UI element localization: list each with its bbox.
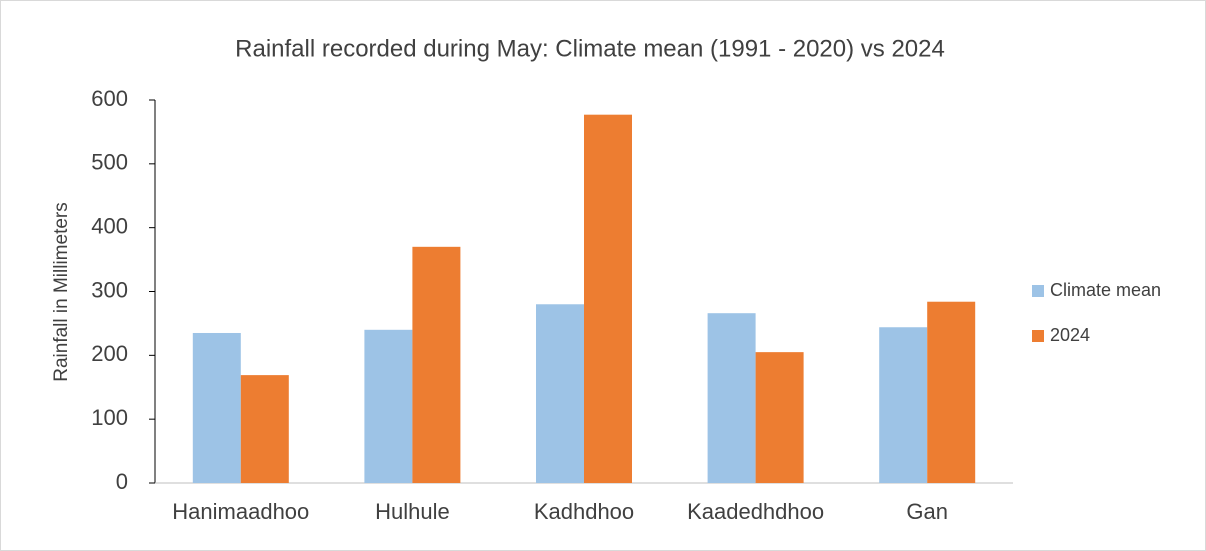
y-tick-label: 0 xyxy=(116,469,128,494)
legend-swatch xyxy=(1032,330,1044,342)
y-tick-label: 100 xyxy=(91,405,128,430)
legend-swatch xyxy=(1032,285,1044,297)
x-tick-label: Kadhdhoo xyxy=(534,499,634,524)
y-tick-label: 500 xyxy=(91,150,128,175)
bar xyxy=(927,301,976,483)
legend-label: 2024 xyxy=(1050,325,1090,345)
legend-label: Climate mean xyxy=(1050,280,1161,300)
bar xyxy=(536,304,584,483)
bar xyxy=(879,327,928,483)
bar xyxy=(707,313,756,483)
bar xyxy=(364,329,413,483)
x-tick-label: Kaadedhdhoo xyxy=(687,499,824,524)
bar xyxy=(192,332,241,483)
y-tick-label: 200 xyxy=(91,341,128,366)
y-tick-label: 400 xyxy=(91,213,128,238)
y-axis-label: Rainfall in Millimeters xyxy=(51,202,72,382)
x-tick-label: Gan xyxy=(906,499,948,524)
bar xyxy=(755,352,804,483)
x-tick-label: Hulhule xyxy=(375,499,450,524)
bar xyxy=(412,246,461,483)
x-tick-label: Hanimaadhoo xyxy=(172,499,309,524)
bar xyxy=(584,114,632,483)
y-tick-label: 300 xyxy=(91,277,128,302)
bar xyxy=(240,375,289,483)
chart-title: Rainfall recorded during May: Climate me… xyxy=(235,35,945,62)
y-tick-label: 600 xyxy=(91,86,128,111)
